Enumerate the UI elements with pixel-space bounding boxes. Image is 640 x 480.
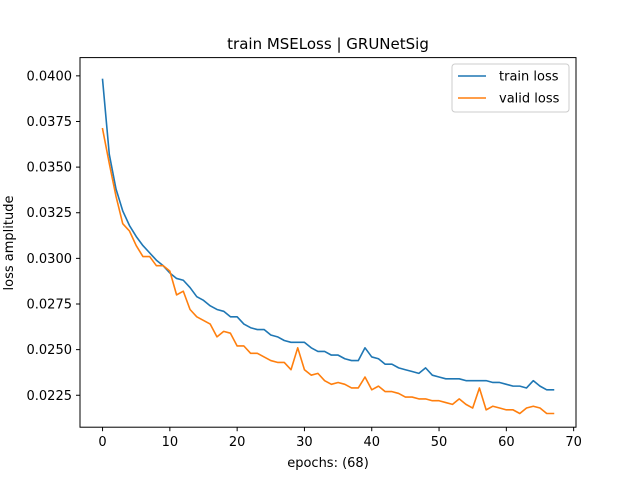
- x-axis-label: epochs: (68): [287, 456, 369, 471]
- legend-label-valid-loss: valid loss: [499, 92, 560, 107]
- x-tick-label: 20: [229, 435, 246, 450]
- series-line-train-loss: [101, 78, 555, 391]
- x-tick-label: 60: [498, 435, 515, 450]
- y-axis-ticks: 0.0225 0.0250 0.0275 0.0300 0.0325 0.0350 0.03…: [27, 69, 80, 404]
- y-tick-label: 0.0350: [27, 161, 73, 176]
- chart-title: train MSELoss | GRUNetSig: [227, 35, 429, 53]
- legend: train loss valid loss: [451, 63, 570, 113]
- legend-label-train-loss: train loss: [499, 70, 559, 85]
- y-tick-label: 0.0250: [27, 343, 73, 358]
- series-line-valid-loss: [101, 127, 555, 415]
- series-layer: [101, 78, 555, 415]
- y-tick-label: 0.0375: [27, 115, 73, 130]
- x-axis-ticks: 0 10 20 30 40 50 60 70: [98, 427, 582, 450]
- x-tick-label: 0: [98, 435, 106, 450]
- x-tick-label: 40: [363, 435, 380, 450]
- y-tick-label: 0.0275: [27, 298, 73, 313]
- y-axis-label: loss amplitude: [2, 196, 17, 291]
- plot-frame: [79, 57, 577, 428]
- x-tick-label: 30: [296, 435, 313, 450]
- x-tick-label: 50: [431, 435, 448, 450]
- y-tick-label: 0.0325: [27, 206, 73, 221]
- y-tick-label: 0.0300: [27, 252, 73, 267]
- x-tick-label: 10: [162, 435, 179, 450]
- y-tick-label: 0.0225: [27, 389, 73, 404]
- y-tick-label: 0.0400: [27, 69, 73, 84]
- x-tick-label: 70: [565, 435, 582, 450]
